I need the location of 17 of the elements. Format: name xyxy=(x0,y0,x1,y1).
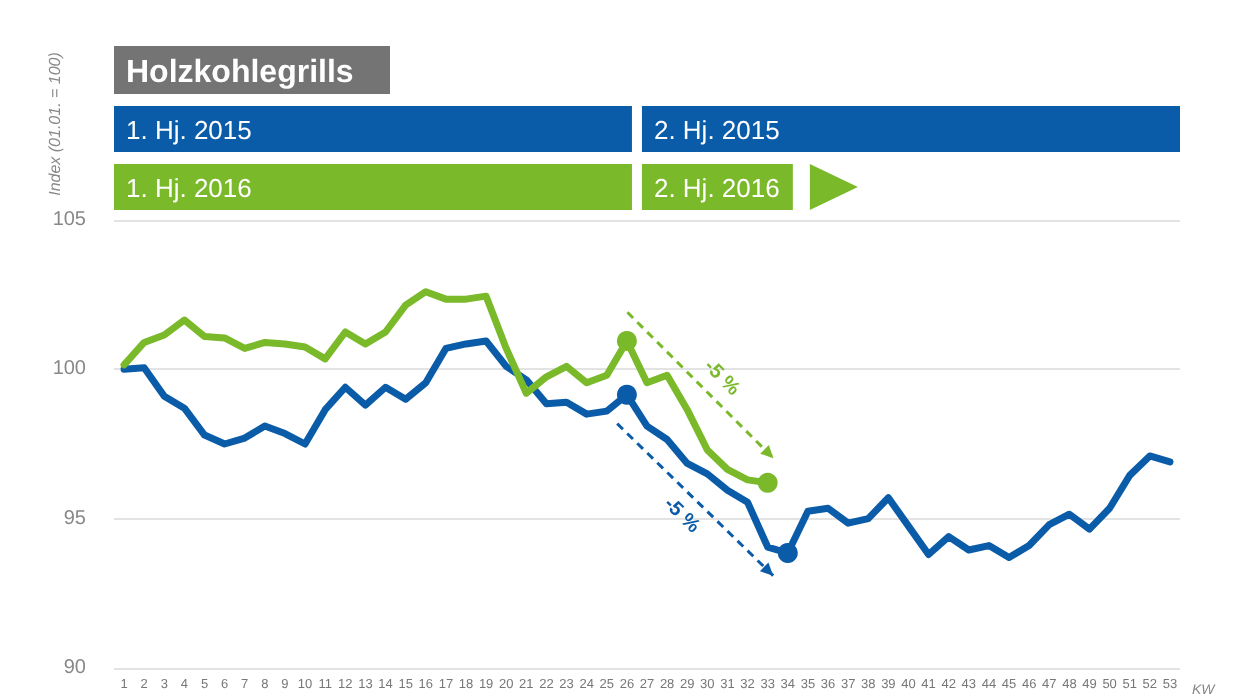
text: 1. Hj. 2015 xyxy=(126,115,252,145)
text: 2. Hj. 2015 xyxy=(653,115,780,145)
y-tick-label: 95 xyxy=(63,507,87,530)
y-tick-label: 105 xyxy=(52,209,87,231)
annotation: -5 % xyxy=(699,355,744,401)
point xyxy=(757,472,778,493)
y-tick-label: 100 xyxy=(52,358,87,381)
y-axis-title: Index (01.01. = 100) xyxy=(46,51,64,196)
y-tick-label: 90 xyxy=(63,657,87,679)
text: 2. Hj. 2016 xyxy=(653,173,780,203)
line-series xyxy=(120,337,1174,561)
point xyxy=(777,543,798,564)
point xyxy=(616,384,637,405)
text: 1. Hj. 2016 xyxy=(126,173,252,203)
chart-title: Holzkohlegrills xyxy=(126,56,354,90)
point xyxy=(616,330,637,351)
annotation: -5 % xyxy=(658,493,704,539)
